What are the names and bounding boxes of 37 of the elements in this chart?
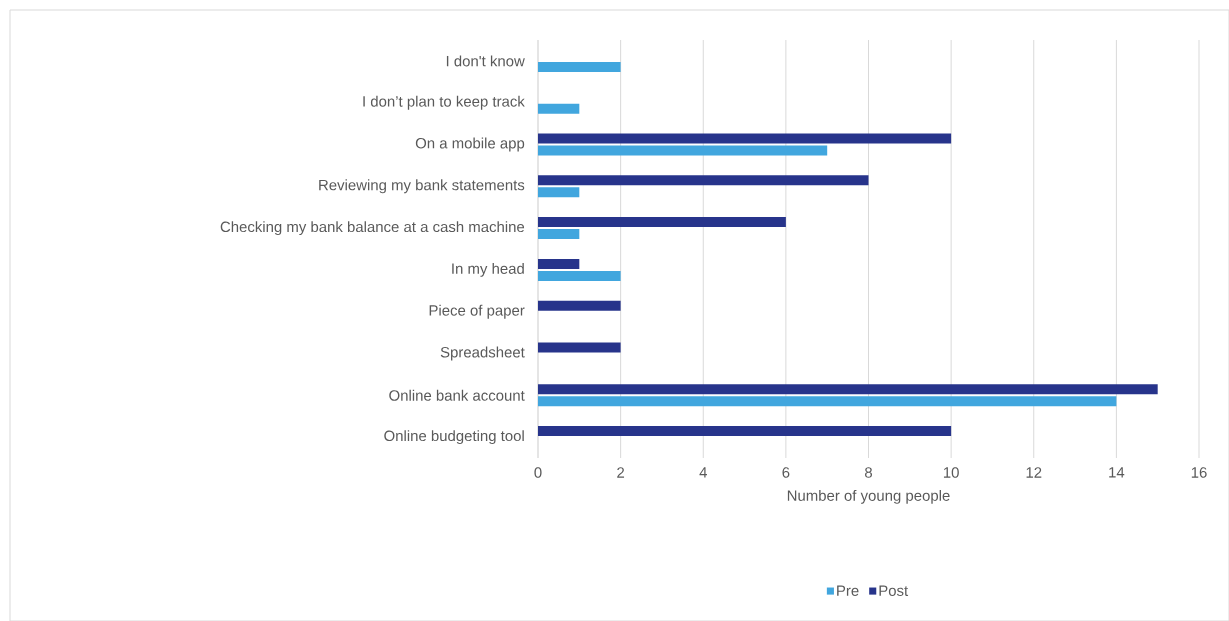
bar <box>538 103 580 114</box>
bar <box>538 175 869 186</box>
y-tick-label: I don’t plan to keep track <box>363 95 525 110</box>
x-tick-label: 12 <box>1026 467 1042 478</box>
x-tick-label: 4 <box>699 467 707 478</box>
y-tick-label: Spreadsheet <box>440 346 525 361</box>
y-tick-label: In my head <box>452 262 524 277</box>
y-tick-label: I don't know <box>446 55 525 67</box>
y-tick-label: Reviewing my bank statements <box>319 179 525 194</box>
bar <box>538 133 952 144</box>
bar <box>538 258 580 269</box>
y-tick-label: Checking my bank balance at a cash machine <box>220 221 525 236</box>
bar <box>538 396 1117 407</box>
legend-label: Pre <box>837 585 859 596</box>
x-tick-label: 2 <box>617 467 625 478</box>
bar <box>538 270 621 281</box>
bar <box>538 61 621 72</box>
bar <box>538 187 580 198</box>
x-tick-label: 8 <box>865 467 873 478</box>
bar <box>538 217 786 228</box>
legend-label: Post <box>879 585 909 596</box>
x-tick-label: 0 <box>534 467 542 478</box>
y-tick-label: Piece of paper <box>429 304 525 319</box>
x-axis-title: Number of young people <box>787 489 950 504</box>
bar <box>538 300 621 311</box>
y-tick-label: Online bank account <box>389 389 525 401</box>
x-tick-label: 6 <box>782 467 790 478</box>
x-tick-label: 14 <box>1109 467 1125 478</box>
y-tick-label: Online budgeting tool <box>384 430 524 445</box>
bar <box>538 342 621 353</box>
bar <box>538 384 1158 395</box>
bar <box>538 145 828 156</box>
x-tick-label: 16 <box>1191 467 1207 478</box>
x-tick-label: 10 <box>943 467 959 478</box>
bar <box>538 229 580 240</box>
bar <box>538 426 952 437</box>
y-tick-label: On a mobile app <box>415 137 525 152</box>
